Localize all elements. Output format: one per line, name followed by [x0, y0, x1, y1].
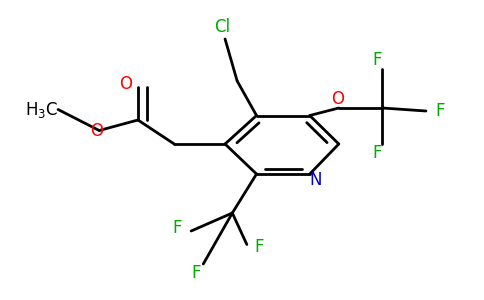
Text: N: N	[309, 171, 322, 189]
Text: O: O	[91, 122, 103, 140]
Text: F: F	[373, 51, 382, 69]
Text: F: F	[191, 264, 201, 282]
Text: O: O	[120, 75, 132, 93]
Text: F: F	[436, 102, 445, 120]
Text: O: O	[332, 90, 344, 108]
Text: Cl: Cl	[214, 18, 231, 36]
Text: H$_3$C: H$_3$C	[25, 100, 58, 119]
Text: F: F	[373, 144, 382, 162]
Text: F: F	[254, 238, 264, 256]
Text: F: F	[172, 219, 182, 237]
